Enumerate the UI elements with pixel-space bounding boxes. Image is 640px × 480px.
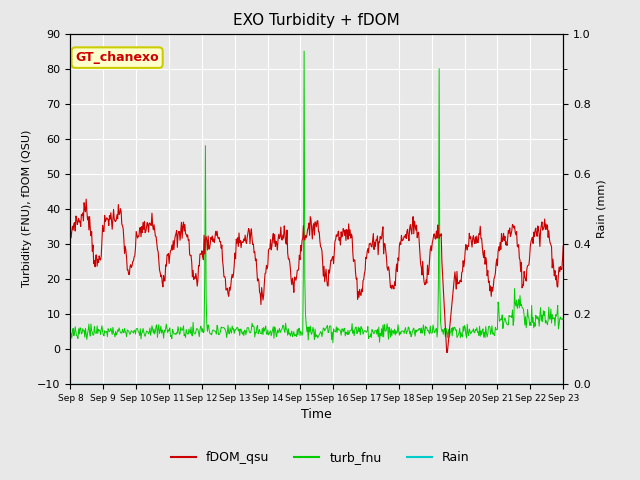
Legend: fDOM_qsu, turb_fnu, Rain: fDOM_qsu, turb_fnu, Rain — [166, 446, 474, 469]
X-axis label: Time: Time — [301, 408, 332, 421]
Title: EXO Turbidity + fDOM: EXO Turbidity + fDOM — [234, 13, 400, 28]
Y-axis label: Turbidity (FNU), fDOM (QSU): Turbidity (FNU), fDOM (QSU) — [22, 130, 32, 288]
Text: GT_chanexo: GT_chanexo — [76, 51, 159, 64]
Y-axis label: Rain (mm): Rain (mm) — [596, 180, 606, 238]
